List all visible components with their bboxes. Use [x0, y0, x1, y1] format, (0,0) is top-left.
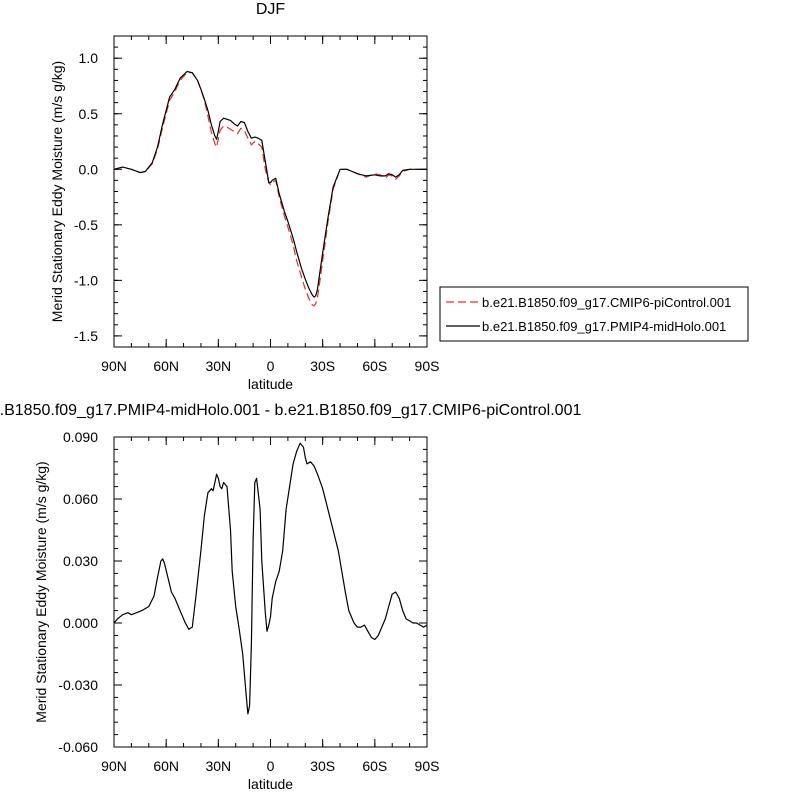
- plot-frame: [113, 436, 428, 748]
- y-tick-label: 1.0: [79, 50, 99, 66]
- x-tick-label: 0: [267, 358, 275, 374]
- series-line-0: [113, 72, 427, 307]
- series-line-1: [113, 70, 427, 298]
- legend: b.e21.B1850.f09_g17.CMIP6-piControl.001b…: [439, 286, 749, 342]
- x-tick-label: 0: [267, 758, 275, 774]
- y-tick-label: 0.060: [63, 491, 98, 507]
- x-tick-label: 30N: [205, 758, 231, 774]
- x-tick-label: 60N: [153, 758, 179, 774]
- y-tick-label: -1.0: [74, 272, 98, 288]
- series-line-0: [113, 442, 428, 715]
- y-tick-label: 0.000: [63, 615, 98, 631]
- x-tick-label: 60S: [362, 358, 387, 374]
- x-tick-label: 90N: [101, 758, 127, 774]
- legend-entry-0: b.e21.B1850.f09_g17.CMIP6-piControl.001: [482, 295, 731, 310]
- plot-frame: [113, 35, 428, 348]
- panel-top: 90N 60N 30N 0 30S 60S 90S 1.0 0.5 0.0 -0.5 -1.0 -1.5…: [49, 1, 439, 392]
- x-tick-label: 30S: [310, 758, 335, 774]
- y-tick-label: 0.030: [63, 553, 98, 569]
- x-axis-label: latitude: [248, 776, 293, 792]
- y-tick-label: -1.5: [74, 328, 98, 344]
- x-axis-label: latitude: [248, 376, 293, 392]
- x-tick-label: 30S: [310, 358, 335, 374]
- x-tick-label: 30N: [205, 358, 231, 374]
- x-tick-label: 90S: [415, 358, 440, 374]
- y-axis-label: Merid Stationary Eddy Moisture (m/s g/kg…: [49, 61, 65, 322]
- legend-entry-1: b.e21.B1850.f09_g17.PMIP4-midHolo.001: [482, 319, 726, 334]
- y-tick-label: -0.5: [74, 217, 98, 233]
- y-axis-label: Merid Stationary Eddy Moisture (m/s g/kg…: [33, 461, 49, 722]
- y-tick-label: -0.030: [58, 677, 98, 693]
- x-tick-label: 90S: [415, 758, 440, 774]
- y-tick-label: 0.0: [79, 161, 99, 177]
- legend-box: [439, 286, 749, 342]
- y-tick-label: 0.090: [63, 429, 98, 445]
- x-tick-label: 60S: [362, 758, 387, 774]
- panel-bottom: 90N 60N 30N 0 30S 60S 90S 0.090 0.060 0.030 0.000 -…: [0, 402, 581, 792]
- x-tick-label: 90N: [101, 358, 127, 374]
- chart-title: b.e21.B1850.f09_g17.PMIP4-midHolo.001 - …: [0, 402, 581, 419]
- y-tick-label: -0.060: [58, 739, 98, 755]
- chart-title: DJF: [256, 1, 286, 18]
- y-tick-label: 0.5: [79, 106, 99, 122]
- x-tick-label: 60N: [153, 358, 179, 374]
